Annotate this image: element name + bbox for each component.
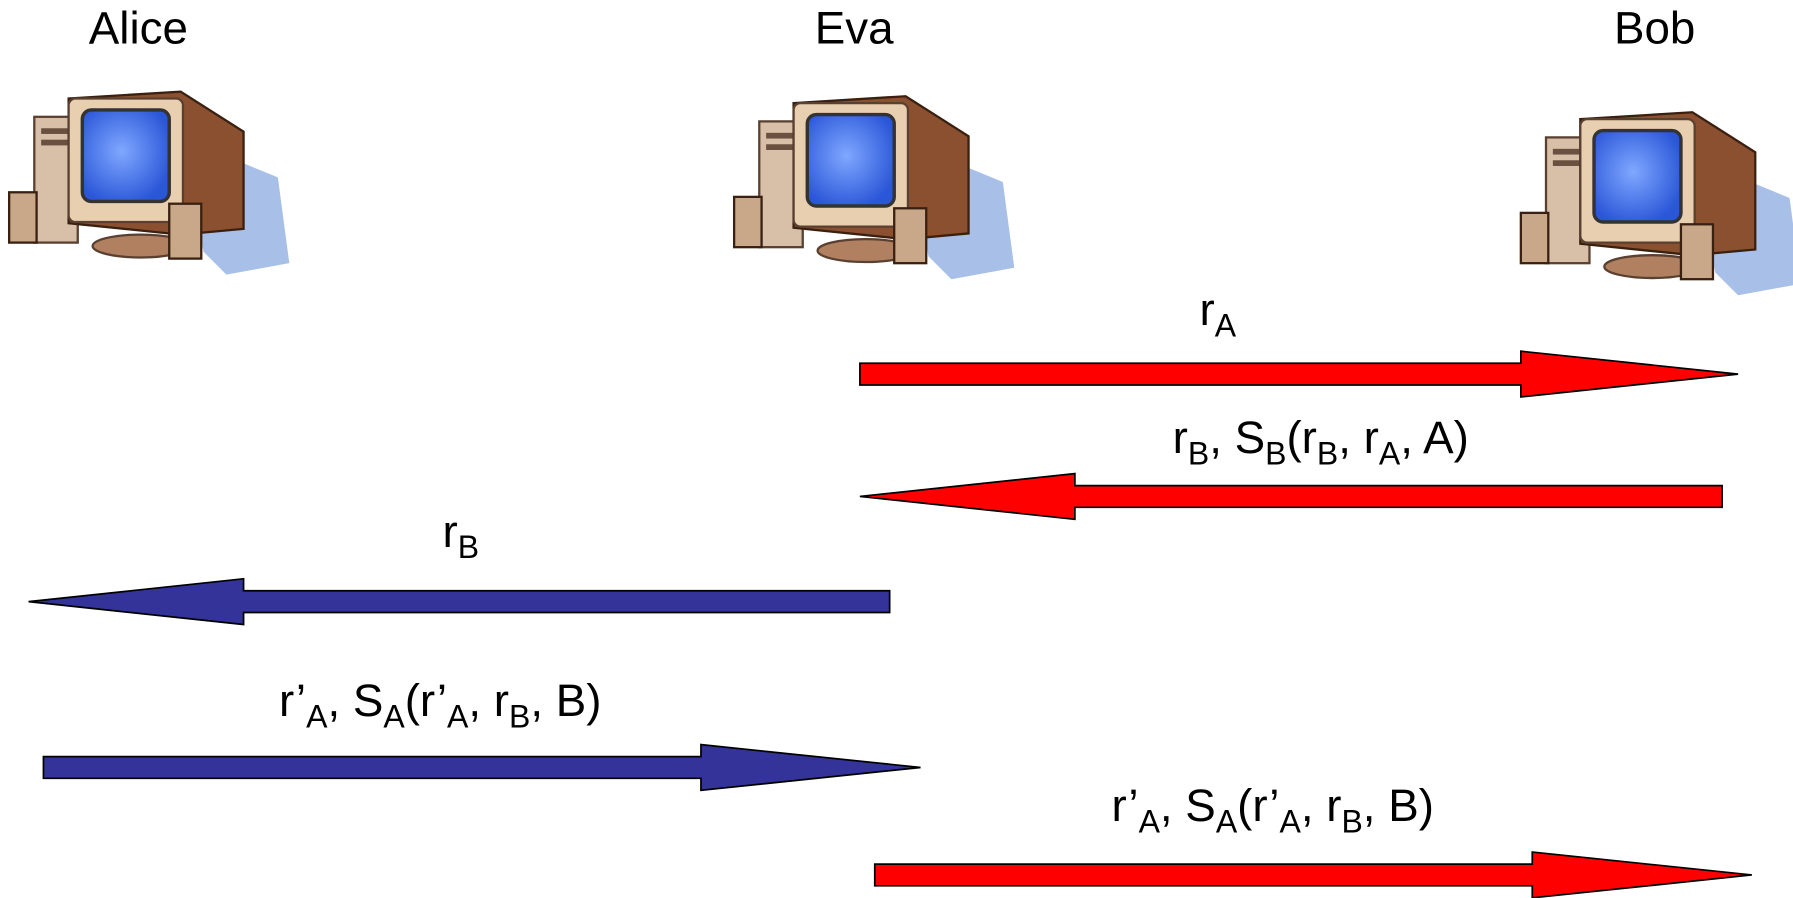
computer-icon	[7, 89, 292, 277]
computer-icon	[1519, 110, 1793, 297]
label-part: r’	[1111, 780, 1138, 831]
label-part: r	[1200, 284, 1215, 335]
label-part: , B)	[1363, 780, 1434, 831]
label-part: (r	[1286, 412, 1316, 463]
subscript: B	[1265, 435, 1286, 471]
label-part: , S	[1160, 780, 1216, 831]
label-part: , r	[1338, 412, 1379, 463]
subscript: A	[306, 698, 328, 734]
label-part: , r	[468, 675, 509, 726]
node-label: Eva	[815, 3, 894, 54]
message-arrow	[42, 743, 921, 792]
subscript: A	[447, 698, 469, 734]
subscript: A	[1139, 804, 1161, 840]
label-part: r’	[279, 675, 306, 726]
message-arrow	[859, 472, 1723, 521]
label-part: , r	[1301, 780, 1342, 831]
subscript: B	[1188, 435, 1209, 471]
label-part: r	[443, 506, 458, 557]
subscript: B	[1317, 435, 1338, 471]
node-label: Alice	[89, 3, 188, 54]
message-label: rB	[443, 506, 480, 565]
message-label: rA	[1200, 284, 1237, 343]
message-arrow	[859, 350, 1739, 398]
node-label: Bob	[1614, 3, 1695, 54]
message-label: r’A, SA(r’A, rB, B)	[279, 675, 601, 734]
subscript: B	[458, 529, 479, 565]
subscript: A	[1215, 307, 1237, 343]
label-part: , A)	[1400, 412, 1469, 463]
message-label: rB, SB(rB, rA, A)	[1173, 412, 1469, 471]
message-arrow	[873, 851, 1752, 898]
label-part: , S	[1209, 412, 1265, 463]
computer-icon	[732, 94, 1016, 281]
label-part: (r’	[405, 675, 447, 726]
label-part: (r’	[1237, 780, 1279, 831]
subscript: A	[1279, 804, 1301, 840]
label-part: , S	[327, 675, 383, 726]
message-arrow	[28, 577, 891, 626]
label-part: r	[1173, 412, 1188, 463]
subscript: B	[1341, 804, 1362, 840]
label-part: , B)	[530, 675, 601, 726]
subscript: A	[383, 698, 405, 734]
message-label: r’A, SA(r’A, rB, B)	[1111, 780, 1433, 839]
subscript: A	[1216, 804, 1238, 840]
subscript: B	[509, 698, 530, 734]
subscript: A	[1379, 435, 1401, 471]
